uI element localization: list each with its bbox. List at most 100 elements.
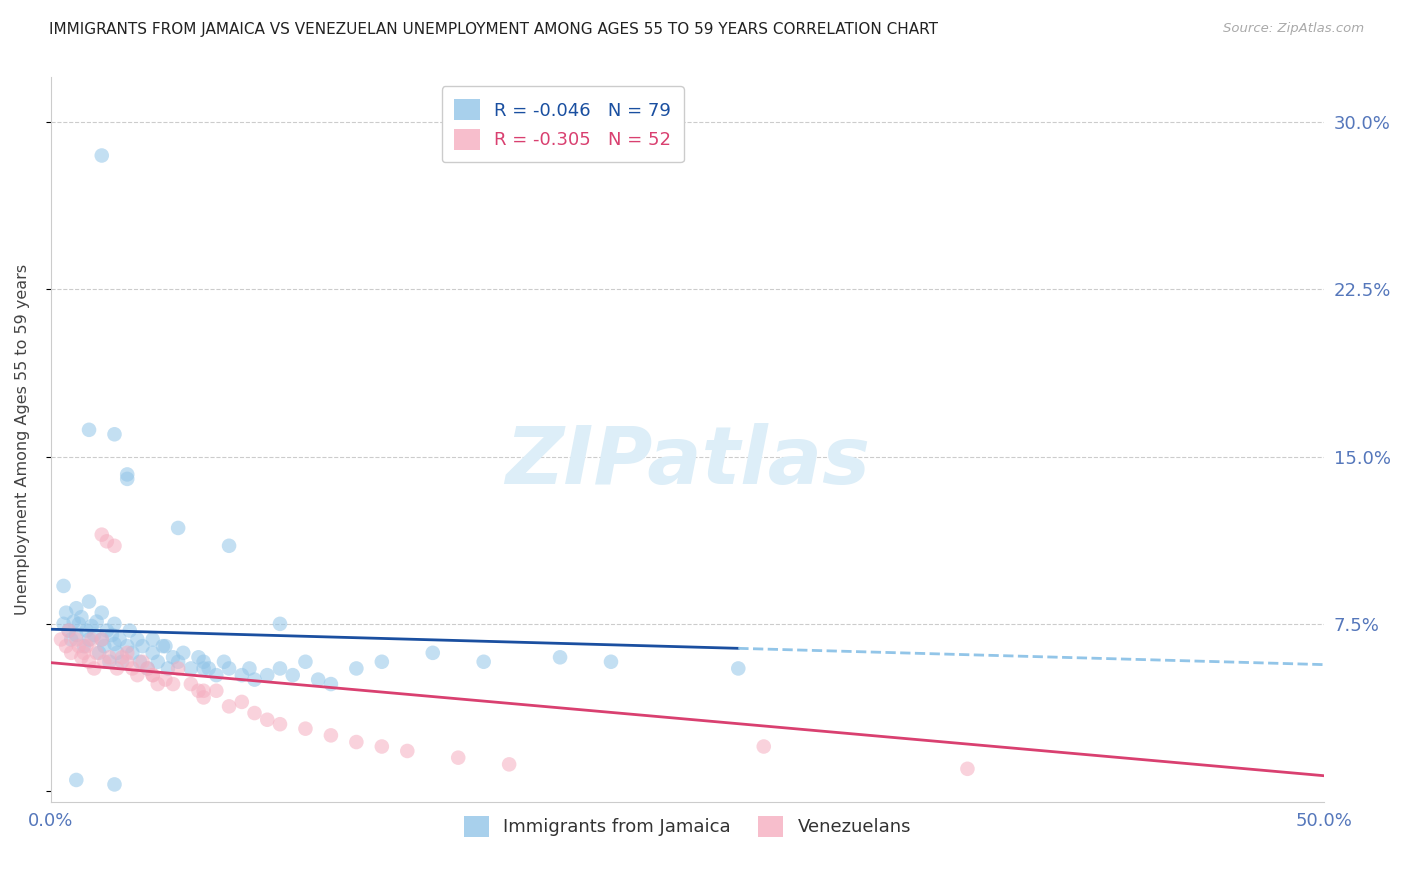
Point [218,539,240,553]
Point [111,655,134,669]
Point [447,750,470,764]
Point [167,661,190,675]
Point [98,650,121,665]
Point [103,616,125,631]
Point [127,632,149,647]
Point [111,650,134,665]
Point [98,655,121,669]
Point [58,624,80,638]
Point [115,639,138,653]
Point [108,632,131,647]
Point [956,762,979,776]
Point [73,646,96,660]
Point [281,668,304,682]
Point [146,677,169,691]
Point [83,661,105,675]
Point [115,655,138,669]
Point [231,695,253,709]
Point [52,579,75,593]
Point [77,632,100,647]
Point [96,624,118,638]
Point [243,673,266,687]
Point [105,661,128,675]
Point [121,646,143,660]
Point [77,655,100,669]
Point [77,594,100,608]
Point [83,628,105,642]
Point [193,655,215,669]
Point [65,632,87,647]
Point [90,606,112,620]
Point [238,661,260,675]
Point [371,655,394,669]
Point [167,521,190,535]
Point [103,539,125,553]
Legend: Immigrants from Jamaica, Venezuelans: Immigrants from Jamaica, Venezuelans [457,809,918,844]
Point [146,655,169,669]
Point [256,668,278,682]
Point [142,646,165,660]
Point [193,690,215,705]
Point [93,655,115,669]
Point [115,472,138,486]
Point [136,661,159,675]
Point [90,632,112,647]
Point [90,632,112,647]
Point [115,467,138,482]
Point [269,616,291,631]
Point [269,717,291,731]
Point [218,661,240,675]
Point [105,646,128,660]
Point [55,606,77,620]
Point [80,632,103,647]
Point [55,639,77,653]
Point [93,639,115,653]
Point [205,668,228,682]
Point [77,423,100,437]
Point [162,677,184,691]
Point [115,646,138,660]
Point [167,655,190,669]
Point [548,650,571,665]
Point [101,628,124,642]
Point [172,646,194,660]
Point [371,739,394,754]
Point [498,757,520,772]
Point [76,624,98,638]
Point [58,624,80,638]
Point [49,632,72,647]
Point [70,650,93,665]
Point [142,668,165,682]
Point [243,706,266,720]
Point [136,661,159,675]
Point [103,777,125,791]
Point [344,735,367,749]
Point [76,639,98,653]
Point [121,661,143,675]
Point [89,646,111,660]
Point [127,668,149,682]
Point [269,661,291,675]
Point [73,639,96,653]
Point [212,655,235,669]
Point [80,619,103,633]
Point [307,673,329,687]
Point [65,628,87,642]
Point [155,639,177,653]
Point [396,744,419,758]
Point [103,637,125,651]
Point [142,632,165,647]
Point [344,661,367,675]
Point [86,615,108,629]
Point [129,655,152,669]
Point [65,772,87,787]
Point [155,673,177,687]
Point [422,646,444,660]
Point [256,713,278,727]
Point [142,668,165,682]
Point [197,661,219,675]
Point [218,699,240,714]
Point [152,639,174,653]
Text: Source: ZipAtlas.com: Source: ZipAtlas.com [1223,22,1364,36]
Point [90,527,112,541]
